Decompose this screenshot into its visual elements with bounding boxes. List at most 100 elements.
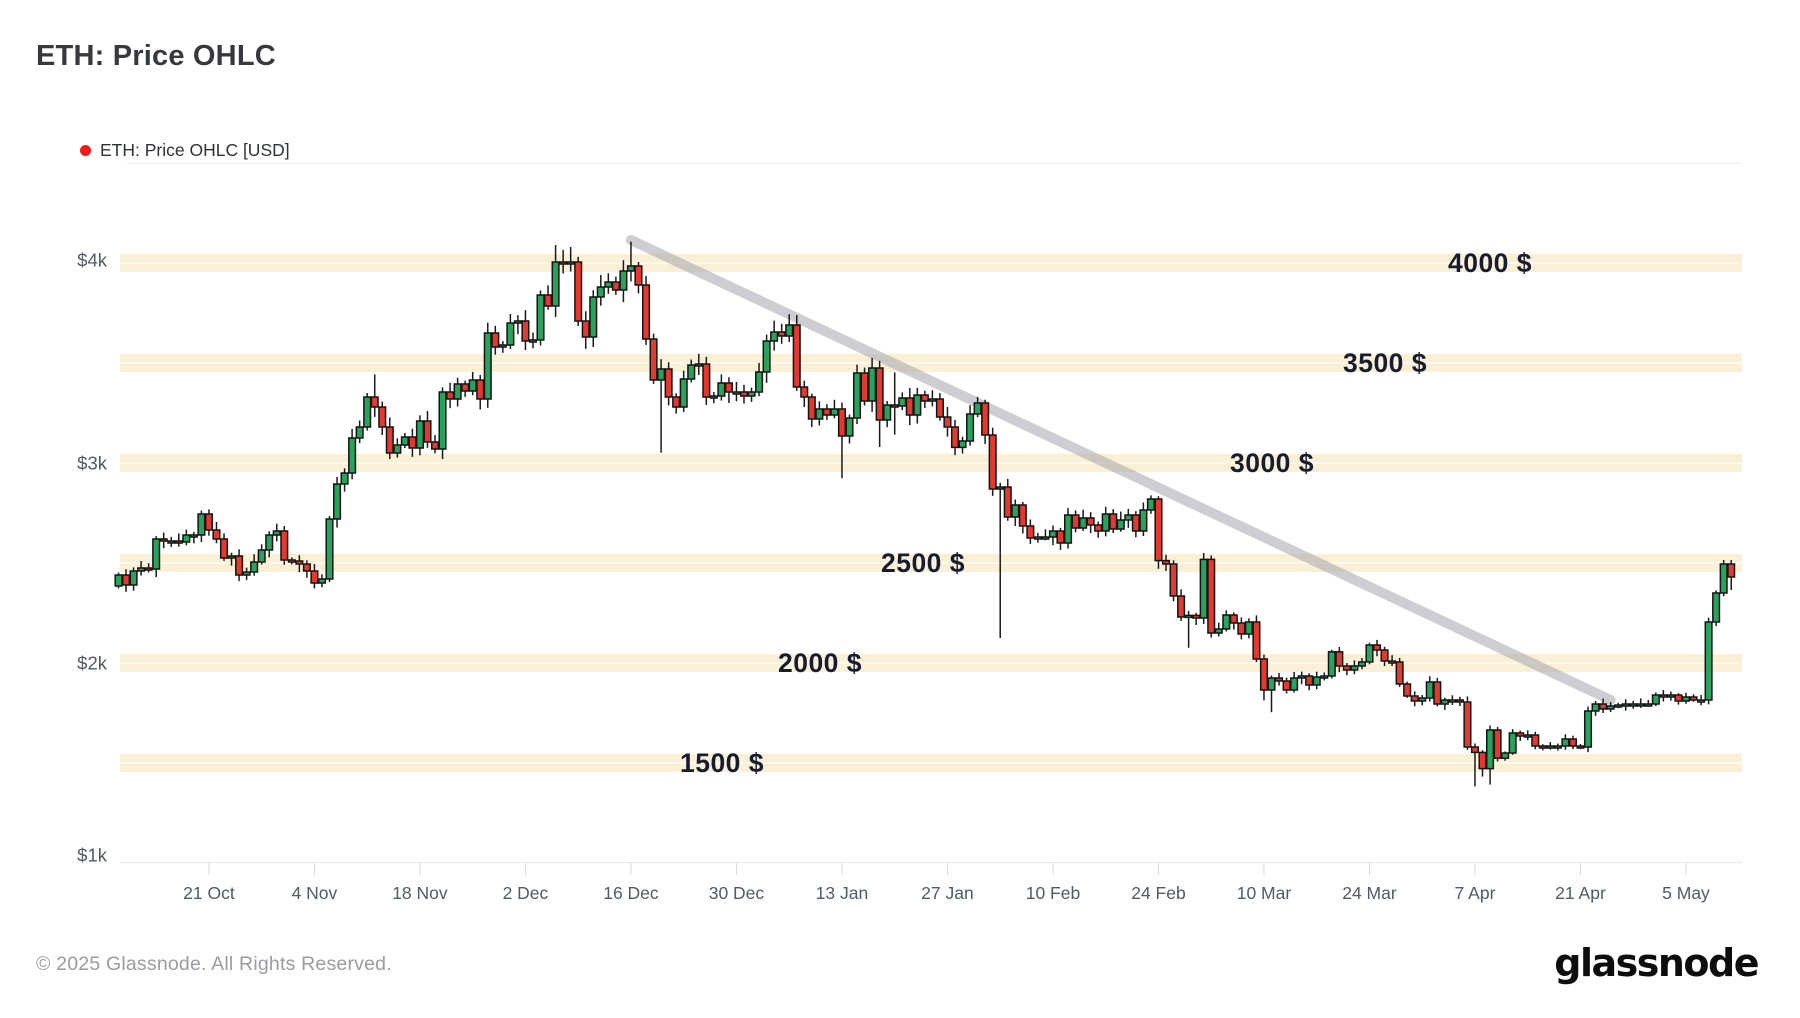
- candle-up: [1425, 681, 1434, 699]
- candle-up: [619, 270, 628, 291]
- candle-up: [657, 368, 666, 381]
- candle-up: [762, 340, 771, 373]
- candle-up: [1320, 675, 1329, 679]
- candle-down: [935, 398, 944, 418]
- candle-up: [1621, 703, 1630, 707]
- candle-up: [1553, 745, 1562, 749]
- candle-up: [1636, 703, 1645, 707]
- candle-up: [1591, 703, 1600, 712]
- candle-down: [159, 538, 168, 542]
- candle-down: [491, 332, 500, 348]
- candle-up: [1079, 517, 1088, 529]
- candle-up: [898, 397, 907, 407]
- legend[interactable]: ETH: Price OHLC [USD]: [80, 139, 290, 161]
- candle-up: [694, 363, 703, 367]
- candle-down: [981, 402, 990, 436]
- candle-up: [973, 402, 982, 415]
- x-axis-tick-label: 2 Dec: [503, 883, 549, 903]
- candle-up: [1704, 621, 1713, 701]
- x-axis-tick-label: 5 May: [1662, 883, 1710, 903]
- glassnode-logo: glassnode: [1554, 941, 1759, 985]
- candle-up: [483, 332, 492, 400]
- candle-down: [1094, 524, 1103, 532]
- x-axis-tick-label: 21 Apr: [1555, 883, 1606, 903]
- candle-down: [280, 530, 289, 561]
- candle-up: [197, 513, 206, 536]
- candle-down: [219, 538, 229, 559]
- candle-down: [950, 426, 960, 449]
- candle-down: [295, 560, 304, 565]
- candle-up: [1290, 677, 1299, 691]
- candle-down: [370, 396, 379, 408]
- x-axis-tick-label: 10 Feb: [1026, 883, 1080, 903]
- candle-up: [1297, 675, 1306, 679]
- candle-down: [739, 391, 749, 397]
- candle-down: [446, 391, 455, 400]
- candle-down: [988, 434, 997, 490]
- candle-down: [1229, 614, 1238, 624]
- candle-down: [1463, 701, 1472, 748]
- candle-up: [1697, 699, 1706, 703]
- candle-up: [551, 261, 560, 307]
- candle-up: [770, 331, 779, 342]
- candle-up: [679, 378, 688, 408]
- candle-up: [1629, 703, 1638, 707]
- candle-up: [1199, 558, 1208, 619]
- candle-down: [1109, 513, 1118, 530]
- candle-up: [363, 396, 372, 428]
- candle-down: [777, 331, 786, 337]
- candle-up: [1184, 614, 1193, 619]
- price-band-centerline: [120, 562, 1742, 564]
- candle-down: [121, 574, 131, 586]
- candle-up: [709, 395, 718, 399]
- candle-up: [1033, 536, 1042, 540]
- price-band-centerline: [120, 262, 1742, 264]
- candle-up: [1583, 710, 1593, 748]
- candle-up: [167, 540, 176, 544]
- candle-up: [589, 296, 598, 338]
- legend-series-dot-icon: [80, 144, 91, 156]
- candle-up: [317, 578, 327, 584]
- candle-down: [807, 396, 816, 420]
- candle-up: [506, 322, 515, 346]
- candle-up: [528, 339, 538, 343]
- candle-up: [325, 518, 334, 580]
- candle-up: [1486, 729, 1495, 770]
- candle-up: [242, 571, 251, 576]
- candle-down: [1342, 665, 1351, 671]
- y-axis-tick-label: $4k: [77, 250, 108, 271]
- price-band-label: 3500 $: [1343, 348, 1427, 378]
- x-axis-tick-label: 21 Oct: [183, 883, 235, 903]
- candle-up: [717, 382, 726, 397]
- candle-down: [1403, 683, 1412, 697]
- candle-down: [1516, 732, 1525, 737]
- candle-up: [1139, 509, 1148, 532]
- candle-up: [1063, 514, 1073, 544]
- candle-down: [174, 540, 183, 544]
- candle-down: [1388, 660, 1397, 664]
- candle-up: [415, 420, 424, 449]
- price-band-centerline: [120, 362, 1742, 364]
- candle-down: [1372, 644, 1382, 651]
- candle-down: [476, 379, 485, 400]
- candle-up: [1101, 513, 1110, 532]
- candle-up: [1312, 676, 1321, 686]
- candle-up: [498, 344, 507, 348]
- candle-down: [649, 338, 658, 381]
- candle-up: [513, 320, 522, 324]
- candle-down: [1493, 729, 1502, 759]
- y-axis-tick-label: $2k: [77, 653, 108, 674]
- candle-down: [1131, 514, 1140, 532]
- x-axis-tick-label: 24 Mar: [1342, 883, 1397, 903]
- x-axis-tick-label: 4 Nov: [292, 883, 338, 903]
- candle-up: [257, 549, 266, 563]
- candle-up: [1651, 694, 1660, 705]
- candle-down: [1538, 745, 1547, 749]
- candle-down: [408, 436, 417, 449]
- candle-up: [400, 436, 409, 446]
- price-band-label: 1500 $: [680, 748, 764, 778]
- candle-down: [581, 320, 590, 338]
- candle-up: [845, 417, 854, 437]
